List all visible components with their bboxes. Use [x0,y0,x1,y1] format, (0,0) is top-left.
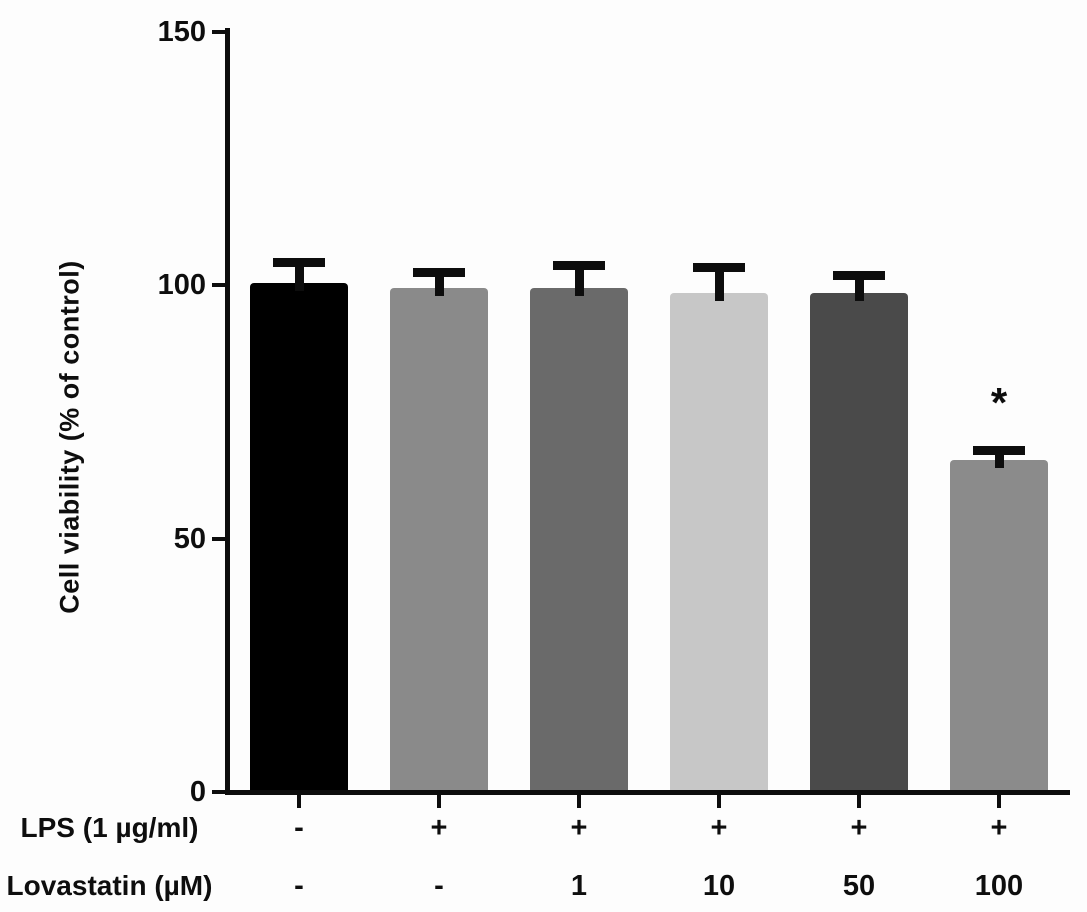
lps-row-value: + [570,812,588,844]
lps-row-value: + [850,812,868,844]
lps-row-value: + [430,812,448,844]
bar [530,288,628,790]
bar [810,293,908,790]
x-tick-mark [997,795,1001,808]
bar [950,460,1048,790]
lovastatin-row-value: 1 [570,870,588,902]
x-tick-mark [577,795,581,808]
lps-row-value: + [710,812,728,844]
lps-row-value: + [990,812,1008,844]
lovastatin-row-value: 10 [702,870,736,902]
error-bar-stem [854,275,864,302]
x-axis-line [225,790,1070,795]
lovastatin-row-value: - [434,870,444,902]
error-bar-stem [574,265,584,297]
y-axis-label: Cell viability (% of control) [54,260,85,614]
lovastatin-row-value: 50 [842,870,876,902]
bar [670,293,768,790]
lovastatin-row-value: - [294,870,304,902]
x-tick-mark [857,795,861,808]
lovastatin-row-value: 100 [974,870,1024,902]
y-axis-line [225,27,230,795]
y-tick-label: 100 [157,269,206,301]
error-bar-stem [434,272,444,297]
bar [250,283,348,790]
y-tick-mark [212,790,225,794]
significance-asterisk: * [990,379,1008,427]
y-tick-label: 150 [157,15,206,48]
y-tick-label: 0 [189,776,206,808]
y-tick-mark [212,536,225,541]
x-tick-mark [717,795,721,808]
lps-row-value: - [294,812,304,844]
error-bar-stem [294,262,304,291]
error-bar-stem [714,267,724,302]
x-tick-mark [297,795,301,808]
bar [390,288,488,790]
x-tick-mark [437,795,441,808]
y-tick-mark [212,29,225,34]
lps-row-label: LPS (1 µg/ml) [20,812,199,843]
error-bar-stem [994,450,1004,469]
lovastatin-row-label: Lovastatin (µM) [6,870,213,901]
y-tick-mark [212,283,225,287]
y-tick-label: 50 [173,522,206,555]
